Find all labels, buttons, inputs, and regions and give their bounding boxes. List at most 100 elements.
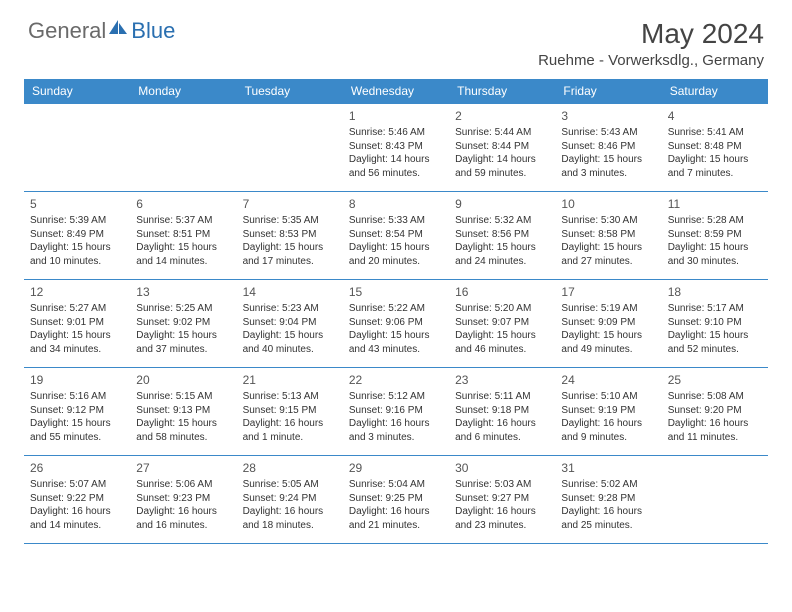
day-number: 26 xyxy=(30,460,124,476)
day-number: 3 xyxy=(561,108,655,124)
calendar-cell xyxy=(130,104,236,192)
calendar-row: 5 Sunrise: 5:39 AMSunset: 8:49 PM Daylight… xyxy=(24,192,768,280)
calendar-cell: 1 Sunrise: 5:46 AMSunset: 8:43 PMDaylight… xyxy=(343,104,449,192)
day-number: 9 xyxy=(455,196,549,212)
logo: General Blue xyxy=(28,18,175,44)
calendar-cell: 26Sunrise: 5:07 AMSunset: 9:22 PMDayligh… xyxy=(24,456,130,544)
day-number: 12 xyxy=(30,284,124,300)
day-daylight: Daylight: 16 hours and 18 minutes. xyxy=(243,505,337,532)
day-daylight: Daylight: 15 hours and 55 minutes. xyxy=(30,417,124,444)
day-sunrise: Sunrise: 5:22 AM xyxy=(349,302,443,316)
day-sunset: Sunset: 8:54 PM xyxy=(349,228,443,242)
day-sunrise: Sunrise: 5:02 AM xyxy=(561,478,655,492)
calendar-body: 1Sunrise: 5:46 AMSunset: 8:43 PMDaylight… xyxy=(24,104,768,544)
day-sunset: Sunset: 9:10 PM xyxy=(668,316,762,330)
calendar-cell: 3Sunrise: 5:43 AMSunset: 8:46 PMDaylight… xyxy=(555,104,661,192)
calendar-cell: 7Sunrise: 5:35 AMSunset: 8:53 PMDaylight… xyxy=(237,192,343,280)
day-daylight: Daylight: 15 hours and 3 minutes. xyxy=(561,153,655,180)
day-number: 31 xyxy=(561,460,655,476)
calendar-header: SundayMondayTuesdayWednesdayThursdayFrid… xyxy=(24,79,768,104)
calendar-cell: 19Sunrise: 5:16 AMSunset: 9:12 PMDayligh… xyxy=(24,368,130,456)
calendar-row: 26 Sunrise: 5:07 AMSunset: 9:22 PM Dayligh… xyxy=(24,456,768,544)
day-sunrise: Sunrise: 5:05 AM xyxy=(243,478,337,492)
day-sunrise: Sunrise: 5:07 AM xyxy=(30,478,124,492)
day-daylight: Daylight: 14 hours and 56 minutes. xyxy=(349,153,443,180)
day-sunset: Sunset: 9:09 PM xyxy=(561,316,655,330)
day-sunset: Sunset: 9:25 PM xyxy=(349,492,443,506)
calendar-cell: 27Sunrise: 5:06 AMSunset: 9:23 PMDayligh… xyxy=(130,456,236,544)
page-title: May 2024 xyxy=(538,18,764,50)
calendar-cell: 18Sunrise: 5:17 AMSunset: 9:10 PMDayligh… xyxy=(662,280,768,368)
day-sunset: Sunset: 8:48 PM xyxy=(668,140,762,154)
day-daylight: Daylight: 16 hours and 21 minutes. xyxy=(349,505,443,532)
day-daylight: Daylight: 15 hours and 24 minutes. xyxy=(455,241,549,268)
day-daylight: Daylight: 15 hours and 27 minutes. xyxy=(561,241,655,268)
day-daylight: Daylight: 15 hours and 7 minutes. xyxy=(668,153,762,180)
calendar-cell: 15Sunrise: 5:22 AMSunset: 9:06 PMDayligh… xyxy=(343,280,449,368)
weekday-header: Saturday xyxy=(662,79,768,104)
day-sunrise: Sunrise: 5:06 AM xyxy=(136,478,230,492)
weekday-header: Wednesday xyxy=(343,79,449,104)
day-sunset: Sunset: 8:53 PM xyxy=(243,228,337,242)
day-sunset: Sunset: 9:15 PM xyxy=(243,404,337,418)
day-number: 13 xyxy=(136,284,230,300)
weekday-header: Thursday xyxy=(449,79,555,104)
day-sunset: Sunset: 8:46 PM xyxy=(561,140,655,154)
calendar-cell: 31Sunrise: 5:02 AMSunset: 9:28 PMDayligh… xyxy=(555,456,661,544)
day-sunrise: Sunrise: 5:12 AM xyxy=(349,390,443,404)
calendar-cell: 8Sunrise: 5:33 AMSunset: 8:54 PMDaylight… xyxy=(343,192,449,280)
calendar-cell: 12Sunrise: 5:27 AMSunset: 9:01 PMDayligh… xyxy=(24,280,130,368)
day-sunrise: Sunrise: 5:33 AM xyxy=(349,214,443,228)
day-sunset: Sunset: 9:28 PM xyxy=(561,492,655,506)
day-sunset: Sunset: 8:58 PM xyxy=(561,228,655,242)
weekday-header: Monday xyxy=(130,79,236,104)
day-sunset: Sunset: 9:19 PM xyxy=(561,404,655,418)
calendar-cell: 28Sunrise: 5:05 AMSunset: 9:24 PMDayligh… xyxy=(237,456,343,544)
day-number: 22 xyxy=(349,372,443,388)
day-sunrise: Sunrise: 5:28 AM xyxy=(668,214,762,228)
day-daylight: Daylight: 16 hours and 6 minutes. xyxy=(455,417,549,444)
day-daylight: Daylight: 15 hours and 17 minutes. xyxy=(243,241,337,268)
day-sunset: Sunset: 8:43 PM xyxy=(349,140,443,154)
calendar-cell: 16Sunrise: 5:20 AMSunset: 9:07 PMDayligh… xyxy=(449,280,555,368)
day-sunset: Sunset: 8:49 PM xyxy=(30,228,124,242)
day-daylight: Daylight: 16 hours and 1 minute. xyxy=(243,417,337,444)
title-block: May 2024 Ruehme - Vorwerksdlg., Germany xyxy=(538,18,764,69)
day-number: 1 xyxy=(349,108,443,124)
day-daylight: Daylight: 15 hours and 43 minutes. xyxy=(349,329,443,356)
day-number: 2 xyxy=(455,108,549,124)
day-sunrise: Sunrise: 5:15 AM xyxy=(136,390,230,404)
day-daylight: Daylight: 16 hours and 16 minutes. xyxy=(136,505,230,532)
day-daylight: Daylight: 15 hours and 14 minutes. xyxy=(136,241,230,268)
header: General Blue May 2024 Ruehme - Vorwerksd… xyxy=(0,0,792,75)
day-sunrise: Sunrise: 5:39 AM xyxy=(30,214,124,228)
day-daylight: Daylight: 15 hours and 58 minutes. xyxy=(136,417,230,444)
day-daylight: Daylight: 16 hours and 11 minutes. xyxy=(668,417,762,444)
day-sunrise: Sunrise: 5:41 AM xyxy=(668,126,762,140)
day-sunset: Sunset: 9:12 PM xyxy=(30,404,124,418)
calendar-cell: 22Sunrise: 5:12 AMSunset: 9:16 PMDayligh… xyxy=(343,368,449,456)
calendar-cell xyxy=(24,104,130,192)
day-number: 8 xyxy=(349,196,443,212)
day-daylight: Daylight: 15 hours and 46 minutes. xyxy=(455,329,549,356)
day-sunset: Sunset: 9:02 PM xyxy=(136,316,230,330)
logo-text-blue: Blue xyxy=(131,18,175,44)
calendar-row: 19Sunrise: 5:16 AMSunset: 9:12 PMDayligh… xyxy=(24,368,768,456)
day-sunset: Sunset: 8:56 PM xyxy=(455,228,549,242)
day-sunset: Sunset: 9:22 PM xyxy=(30,492,124,506)
day-sunset: Sunset: 8:44 PM xyxy=(455,140,549,154)
day-daylight: Daylight: 16 hours and 23 minutes. xyxy=(455,505,549,532)
day-sunset: Sunset: 9:06 PM xyxy=(349,316,443,330)
day-sunrise: Sunrise: 5:25 AM xyxy=(136,302,230,316)
logo-sail-icon xyxy=(107,18,129,43)
day-sunrise: Sunrise: 5:17 AM xyxy=(668,302,762,316)
day-sunset: Sunset: 9:18 PM xyxy=(455,404,549,418)
day-daylight: Daylight: 16 hours and 3 minutes. xyxy=(349,417,443,444)
day-number: 5 xyxy=(30,196,124,212)
day-number: 25 xyxy=(668,372,762,388)
day-sunrise: Sunrise: 5:37 AM xyxy=(136,214,230,228)
calendar-cell: 30Sunrise: 5:03 AMSunset: 9:27 PMDayligh… xyxy=(449,456,555,544)
day-sunrise: Sunrise: 5:20 AM xyxy=(455,302,549,316)
day-sunrise: Sunrise: 5:19 AM xyxy=(561,302,655,316)
day-sunrise: Sunrise: 5:46 AM xyxy=(349,126,443,140)
